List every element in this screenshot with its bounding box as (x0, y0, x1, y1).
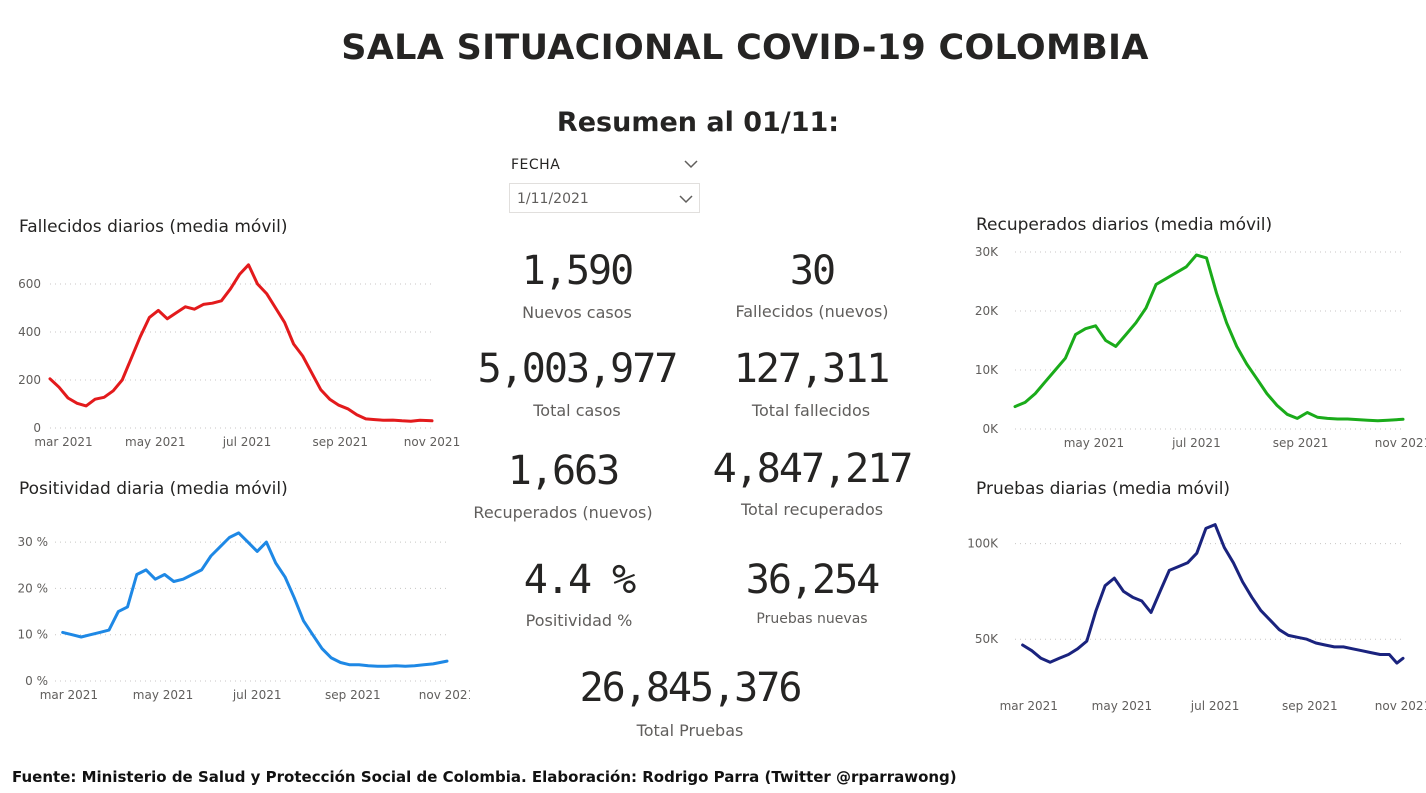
y-tick-label: 20 % (18, 581, 49, 595)
y-tick-label: 0 % (25, 674, 48, 688)
pruebas-chart: 50K 100K mar 2021 may 2021 jul 2021 sep 2021 n… (967, 523, 1426, 713)
kpi-fallecidos-nuevos-value: 30 (789, 248, 836, 294)
kpi-pruebas-nuevas-value: 36,254 (745, 557, 881, 603)
x-tick-label: jul 2021 (1171, 436, 1221, 450)
fecha-select[interactable]: 1/11/2021 (509, 183, 700, 213)
kpi-recuperados-nuevos-label: Recuperados (nuevos) (473, 503, 653, 522)
x-tick-label: sep 2021 (1282, 699, 1338, 713)
y-tick-label: 200 (18, 373, 41, 387)
y-tick-label: 0K (982, 422, 999, 436)
kpi-total-recuperados-value: 4,847,217 (712, 446, 914, 492)
x-tick-label: nov 2021 (1375, 699, 1426, 713)
kpi-total-casos-label: Total casos (533, 401, 621, 420)
x-tick-label: may 2021 (1064, 436, 1125, 450)
kpi-positividad-value: 4.4 % (523, 557, 636, 603)
x-tick-label: nov 2021 (1375, 436, 1426, 450)
y-tick-label: 600 (18, 277, 41, 291)
positividad-chart: 0 % 10 % 20 % 30 % mar 2021 may 2021 jul 2021 s… (18, 531, 470, 702)
kpi-total-pruebas-value: 26,845,376 (579, 665, 803, 711)
chart-title-recuperados: Recuperados diarios (media móvil) (976, 215, 1273, 235)
y-tick-label: 10 % (18, 628, 49, 642)
x-tick-label: sep 2021 (325, 688, 381, 702)
recuperados-chart: 0K 10K 20K 30K may 2021 jul 2021 sep 2021 nov 2… (975, 245, 1426, 450)
series-line (61, 531, 449, 668)
chevron-down-icon[interactable] (679, 192, 693, 206)
y-tick-label: 30K (975, 245, 999, 259)
y-tick-label: 30 % (18, 535, 49, 549)
kpi-nuevos-casos-value: 1,590 (521, 248, 634, 294)
fecha-filter-label: FECHA (511, 157, 561, 173)
kpi-fallecidos-nuevos-label: Fallecidos (nuevos) (735, 302, 889, 321)
y-tick-label: 400 (18, 325, 41, 339)
x-tick-label: nov 2021 (404, 435, 460, 449)
chart-title-pruebas: Pruebas diarias (media móvil) (976, 479, 1231, 499)
source-footer: Fuente: Ministerio de Salud y Protección… (12, 768, 957, 786)
chart-title-positividad: Positividad diaria (media móvil) (19, 479, 288, 499)
series-line (1013, 253, 1405, 423)
x-tick-label: sep 2021 (312, 435, 368, 449)
kpi-total-recuperados-label: Total recuperados (740, 500, 884, 519)
series-line (1021, 523, 1405, 665)
summary-title: Resumen al 01/11: (556, 107, 840, 138)
kpi-total-casos-value: 5,003,977 (477, 346, 679, 392)
x-tick-label: mar 2021 (34, 435, 92, 449)
fecha-select-value: 1/11/2021 (517, 191, 589, 207)
x-tick-label: may 2021 (1092, 699, 1153, 713)
x-tick-label: may 2021 (125, 435, 186, 449)
kpi-nuevos-casos-label: Nuevos casos (522, 303, 632, 322)
kpi-pruebas-nuevas-label: Pruebas nuevas (756, 611, 868, 627)
dashboard-title: SALA SITUACIONAL COVID-19 COLOMBIA (341, 28, 1149, 68)
x-tick-label: jul 2021 (222, 435, 272, 449)
chevron-down-icon[interactable] (684, 157, 698, 171)
x-tick-label: sep 2021 (1273, 436, 1329, 450)
kpi-total-fallecidos-label: Total fallecidos (751, 401, 871, 420)
chart-title-fallecidos: Fallecidos diarios (media móvil) (19, 217, 288, 237)
y-tick-label: 20K (975, 304, 999, 318)
series-line (48, 263, 434, 423)
x-tick-label: mar 2021 (40, 688, 98, 702)
y-tick-label: 10K (975, 363, 999, 377)
kpi-recuperados-nuevos-value: 1,663 (507, 448, 620, 494)
kpi-positividad-label: Positividad % (525, 611, 633, 630)
x-tick-label: may 2021 (133, 688, 194, 702)
fallecidos-chart: 0 200 400 600 mar 2021 may 2021 jul 2021 sep 20… (18, 263, 460, 449)
y-tick-label: 100K (967, 537, 999, 551)
x-tick-label: nov 2021 (419, 688, 470, 702)
kpi-total-pruebas-label: Total Pruebas (636, 721, 744, 740)
y-tick-label: 0 (33, 421, 41, 435)
x-tick-label: mar 2021 (1000, 699, 1058, 713)
kpi-total-fallecidos-value: 127,311 (733, 346, 891, 392)
x-tick-label: jul 2021 (232, 688, 282, 702)
y-tick-label: 50K (975, 632, 999, 646)
x-tick-label: jul 2021 (1190, 699, 1240, 713)
